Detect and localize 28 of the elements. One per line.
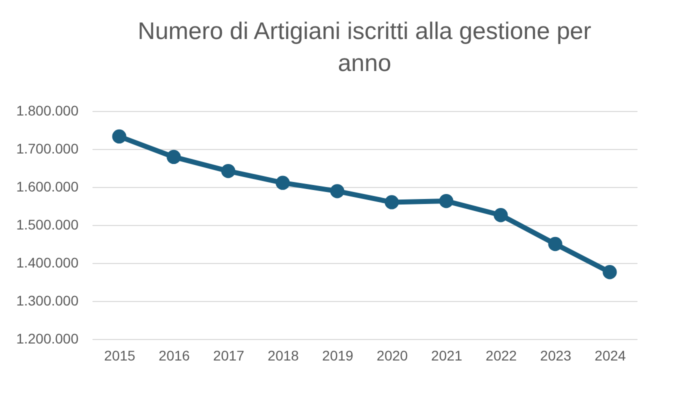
chart-title: Numero di Artigiani iscritti alla gestione per anno — [138, 18, 592, 77]
x-tick-label: 2020 — [376, 348, 408, 364]
point — [112, 129, 126, 144]
y-tick-label: 1.200.000 — [16, 330, 79, 346]
point — [439, 194, 454, 208]
x-tick-label: 2016 — [158, 348, 190, 364]
x-tick-label: 2024 — [594, 348, 626, 364]
y-tick-label: 1.600.000 — [16, 178, 79, 194]
point — [602, 265, 617, 280]
point — [494, 208, 508, 222]
point — [221, 164, 236, 178]
point — [166, 150, 181, 164]
y-tick-label: 1.300.000 — [16, 292, 79, 308]
y-tick-label: 1.500.000 — [16, 216, 79, 232]
x-tick-label: 2019 — [322, 348, 354, 364]
x-tick-label: 2017 — [213, 348, 245, 364]
y-tick-label: 1.400.000 — [16, 254, 79, 270]
point — [384, 195, 399, 210]
x-tick-label: 2015 — [104, 348, 136, 364]
point — [548, 236, 562, 252]
x-tick-label: 2022 — [486, 348, 518, 364]
x-tick-label: 2023 — [540, 348, 572, 364]
y-tick-label: 1.800.000 — [16, 102, 79, 118]
x-tick-label: 2021 — [431, 348, 463, 364]
x-tick-label: 2018 — [268, 348, 300, 364]
y-tick-label: 1.700.000 — [16, 140, 79, 156]
point — [330, 184, 344, 198]
point — [276, 176, 290, 190]
